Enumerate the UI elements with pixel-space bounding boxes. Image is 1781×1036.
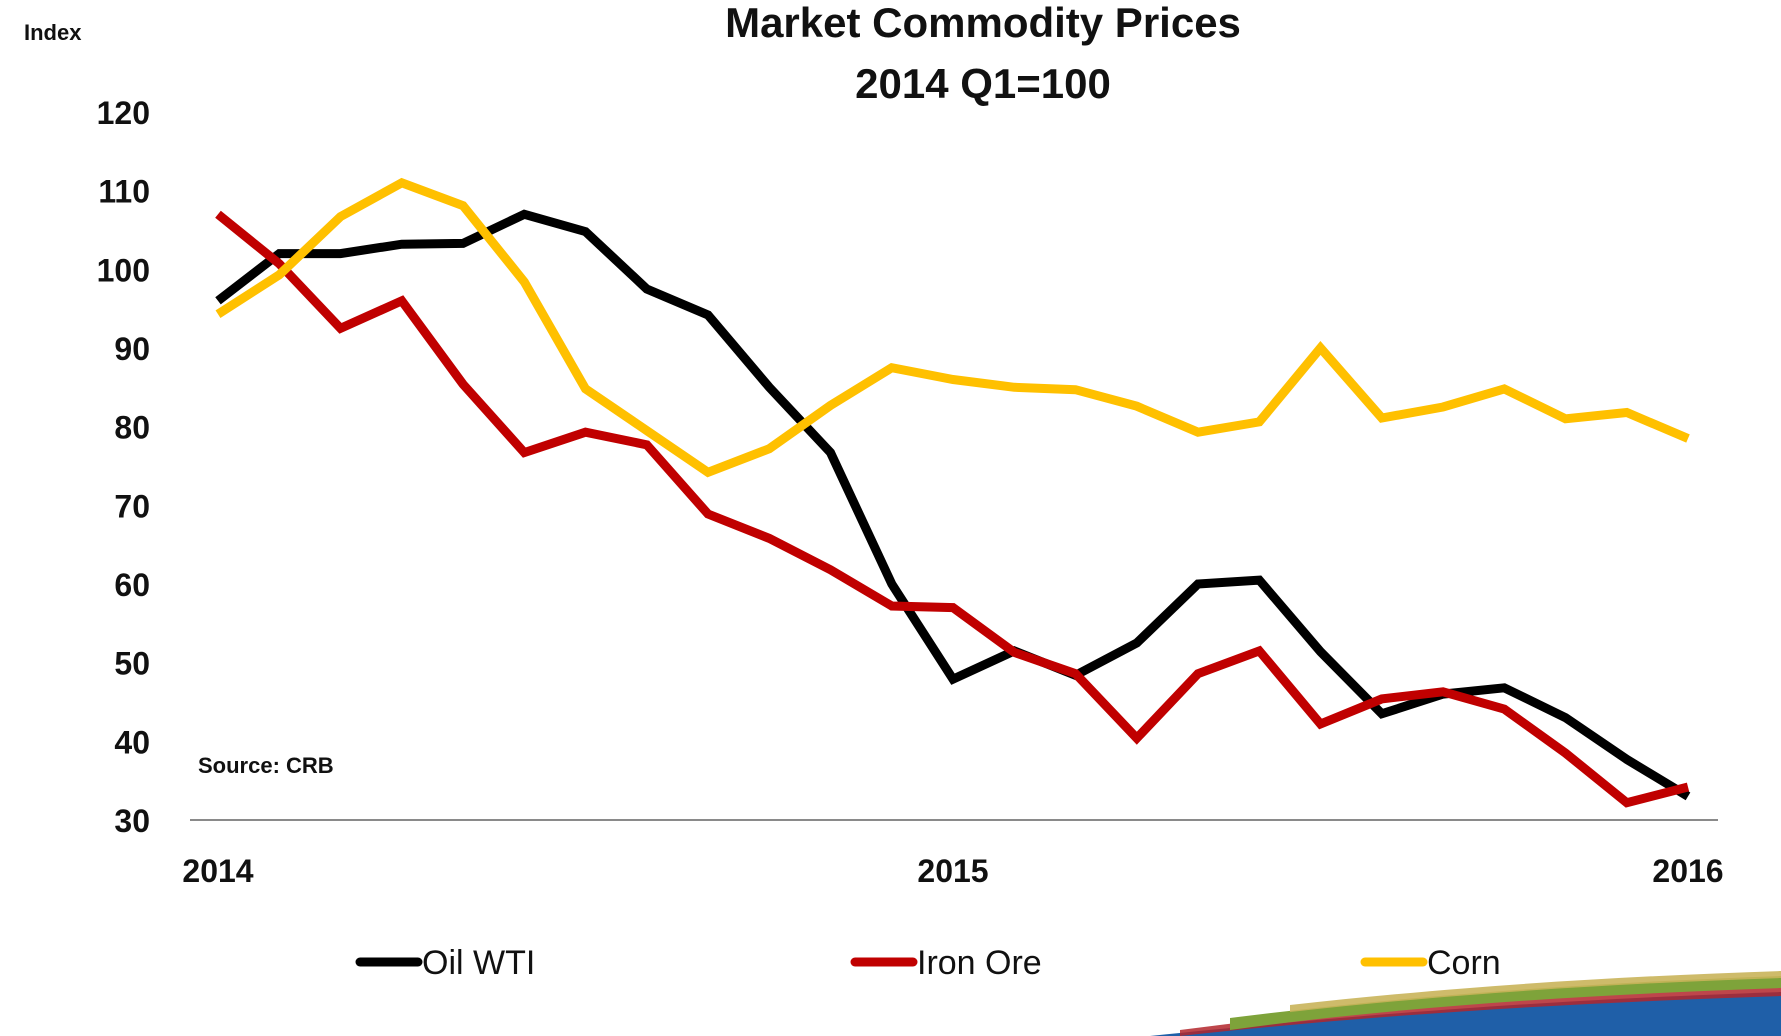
swoosh-red-band	[1180, 984, 1781, 1036]
swoosh-blue-band	[1150, 992, 1781, 1036]
source-annotation: Source: CRB	[198, 753, 334, 778]
x-tick-labels: 2014 2015 2016	[182, 853, 1723, 889]
chart-subtitle: 2014 Q1=100	[855, 60, 1111, 107]
legend: Oil WTI Iron Ore Corn	[355, 944, 1501, 982]
x-tick-label: 2015	[917, 853, 988, 889]
y-tick-label: 120	[97, 95, 150, 131]
y-tick-label: 100	[97, 252, 150, 288]
y-tick-label: 60	[114, 567, 150, 603]
legend-label: Corn	[1427, 944, 1501, 982]
series-line-corn	[215, 177, 1690, 478]
y-axis-label: Index	[24, 20, 82, 45]
series-lines	[215, 177, 1691, 808]
x-tick-label: 2016	[1652, 853, 1723, 889]
swoosh-green-band	[1230, 976, 1781, 1030]
y-tick-labels: 120 110 100 90 80 70 60 50 40 30	[97, 95, 150, 839]
y-tick-label: 30	[114, 803, 150, 839]
y-tick-label: 50	[114, 646, 150, 682]
y-tick-label: 90	[114, 331, 150, 367]
y-tick-label: 80	[114, 410, 150, 446]
legend-label: Iron Ore	[917, 944, 1042, 982]
y-tick-label: 40	[114, 724, 150, 760]
x-tick-label: 2014	[182, 853, 253, 889]
series-line-iron-ore	[215, 210, 1690, 808]
y-tick-label: 110	[98, 174, 150, 210]
y-tick-label: 70	[114, 488, 150, 524]
decorative-swoosh	[1150, 971, 1781, 1036]
swoosh-olive-band	[1290, 971, 1781, 1012]
series-line-oil-wti	[215, 209, 1691, 801]
chart-title: Market Commodity Prices	[725, 0, 1241, 46]
legend-label: Oil WTI	[422, 944, 535, 982]
